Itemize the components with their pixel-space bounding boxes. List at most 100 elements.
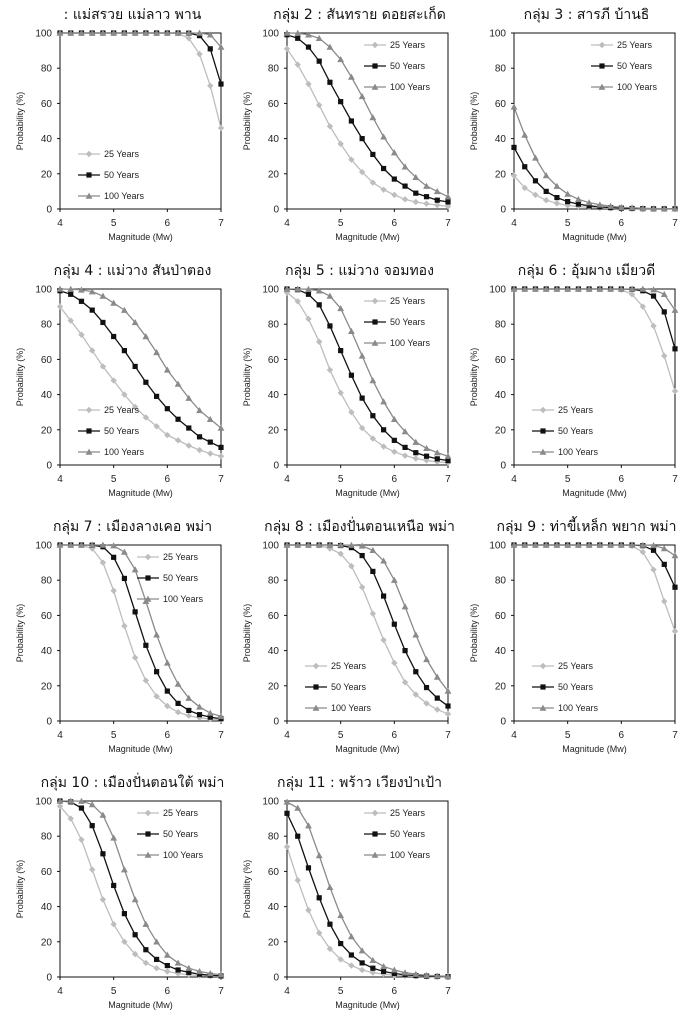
- legend-marker: [372, 319, 378, 325]
- x-tick-label: 5: [111, 474, 117, 485]
- data-point: [337, 140, 344, 148]
- data-point: [78, 836, 85, 843]
- series-line: [286, 292, 449, 464]
- data-point: [174, 437, 182, 444]
- series-100-years: [56, 29, 225, 50]
- data-point: [78, 331, 85, 338]
- data-point: [423, 444, 430, 451]
- plot-frame: [59, 288, 222, 466]
- data-point: [359, 552, 365, 559]
- data-point: [164, 431, 171, 439]
- series-line: [286, 288, 449, 462]
- data-point: [521, 285, 529, 292]
- data-point: [185, 694, 193, 701]
- legend-marker: [598, 83, 606, 90]
- plot-frame: [59, 32, 222, 210]
- data-point: [444, 193, 452, 200]
- x-axis-label: Magnitude (Mw): [335, 232, 400, 242]
- data-point: [358, 966, 366, 974]
- legend-label: 50 Years: [163, 829, 199, 839]
- y-tick-label: 20: [495, 169, 507, 180]
- data-point: [154, 669, 160, 675]
- x-tick-label: 7: [218, 474, 224, 485]
- series-25-years: [56, 541, 225, 723]
- data-point: [196, 407, 203, 414]
- data-point: [316, 58, 322, 64]
- data-point: [543, 197, 550, 204]
- data-point: [185, 35, 192, 42]
- data-point: [348, 933, 355, 940]
- series-line: [60, 32, 222, 48]
- data-point: [174, 709, 182, 716]
- x-tick-label: 7: [445, 986, 451, 997]
- series-25-years: [56, 29, 225, 132]
- data-point: [305, 822, 312, 829]
- data-point: [586, 203, 592, 209]
- y-tick-label: 80: [41, 576, 53, 587]
- x-tick-label: 5: [338, 730, 344, 741]
- series-50-years: [57, 542, 224, 722]
- legend-marker: [85, 192, 93, 199]
- legend-marker: [371, 41, 379, 49]
- data-point: [56, 29, 64, 36]
- data-point: [326, 541, 334, 548]
- data-point: [131, 566, 139, 573]
- y-axis-label: Probability (%): [469, 604, 479, 663]
- data-point: [305, 315, 312, 323]
- data-point: [359, 960, 365, 966]
- data-point: [121, 622, 128, 630]
- data-point: [100, 851, 106, 857]
- series-50-years: [284, 32, 451, 205]
- data-point: [78, 541, 85, 548]
- legend-marker: [312, 704, 320, 711]
- data-point: [88, 29, 96, 36]
- data-point: [445, 199, 451, 205]
- y-tick-label: 20: [268, 425, 280, 436]
- x-tick-label: 4: [57, 986, 63, 997]
- data-point: [596, 201, 604, 208]
- data-point: [110, 921, 117, 928]
- legend-marker: [312, 662, 320, 670]
- data-point: [510, 541, 518, 548]
- data-point: [89, 866, 96, 873]
- y-tick-label: 0: [46, 717, 52, 728]
- data-point: [99, 363, 107, 370]
- data-point: [132, 609, 138, 615]
- data-point: [380, 557, 387, 564]
- series-line: [60, 544, 222, 718]
- data-point: [153, 29, 160, 36]
- data-point: [564, 541, 572, 548]
- data-point: [294, 804, 302, 811]
- data-point: [294, 877, 301, 884]
- data-point: [532, 541, 539, 548]
- series-100-years: [510, 285, 679, 313]
- data-point: [660, 290, 668, 297]
- chart-title: กลุ่ม 11 : พร้าว เวียงป่าเป้า: [277, 775, 442, 791]
- data-point: [444, 452, 452, 459]
- data-point: [99, 292, 107, 299]
- data-point: [348, 73, 355, 80]
- series-line: [60, 544, 222, 721]
- data-point: [337, 912, 345, 919]
- data-point: [412, 438, 420, 445]
- x-tick-label: 6: [392, 986, 398, 997]
- data-point: [121, 548, 128, 555]
- legend-label: 25 Years: [331, 661, 367, 671]
- x-tick-label: 4: [284, 730, 290, 741]
- y-tick-label: 80: [268, 64, 280, 75]
- x-tick-label: 7: [445, 474, 451, 485]
- series-line: [59, 288, 222, 429]
- data-point: [132, 363, 138, 370]
- data-point: [575, 195, 582, 203]
- y-tick-label: 60: [495, 99, 507, 110]
- series-50-years: [511, 542, 678, 590]
- data-point: [99, 29, 107, 36]
- series-100-years: [510, 103, 679, 212]
- data-point: [380, 133, 387, 140]
- data-point: [121, 911, 127, 917]
- series-line: [286, 32, 449, 198]
- data-point: [163, 366, 171, 373]
- data-point: [585, 199, 593, 206]
- legend-marker: [86, 428, 92, 434]
- plot-frame: [286, 544, 449, 722]
